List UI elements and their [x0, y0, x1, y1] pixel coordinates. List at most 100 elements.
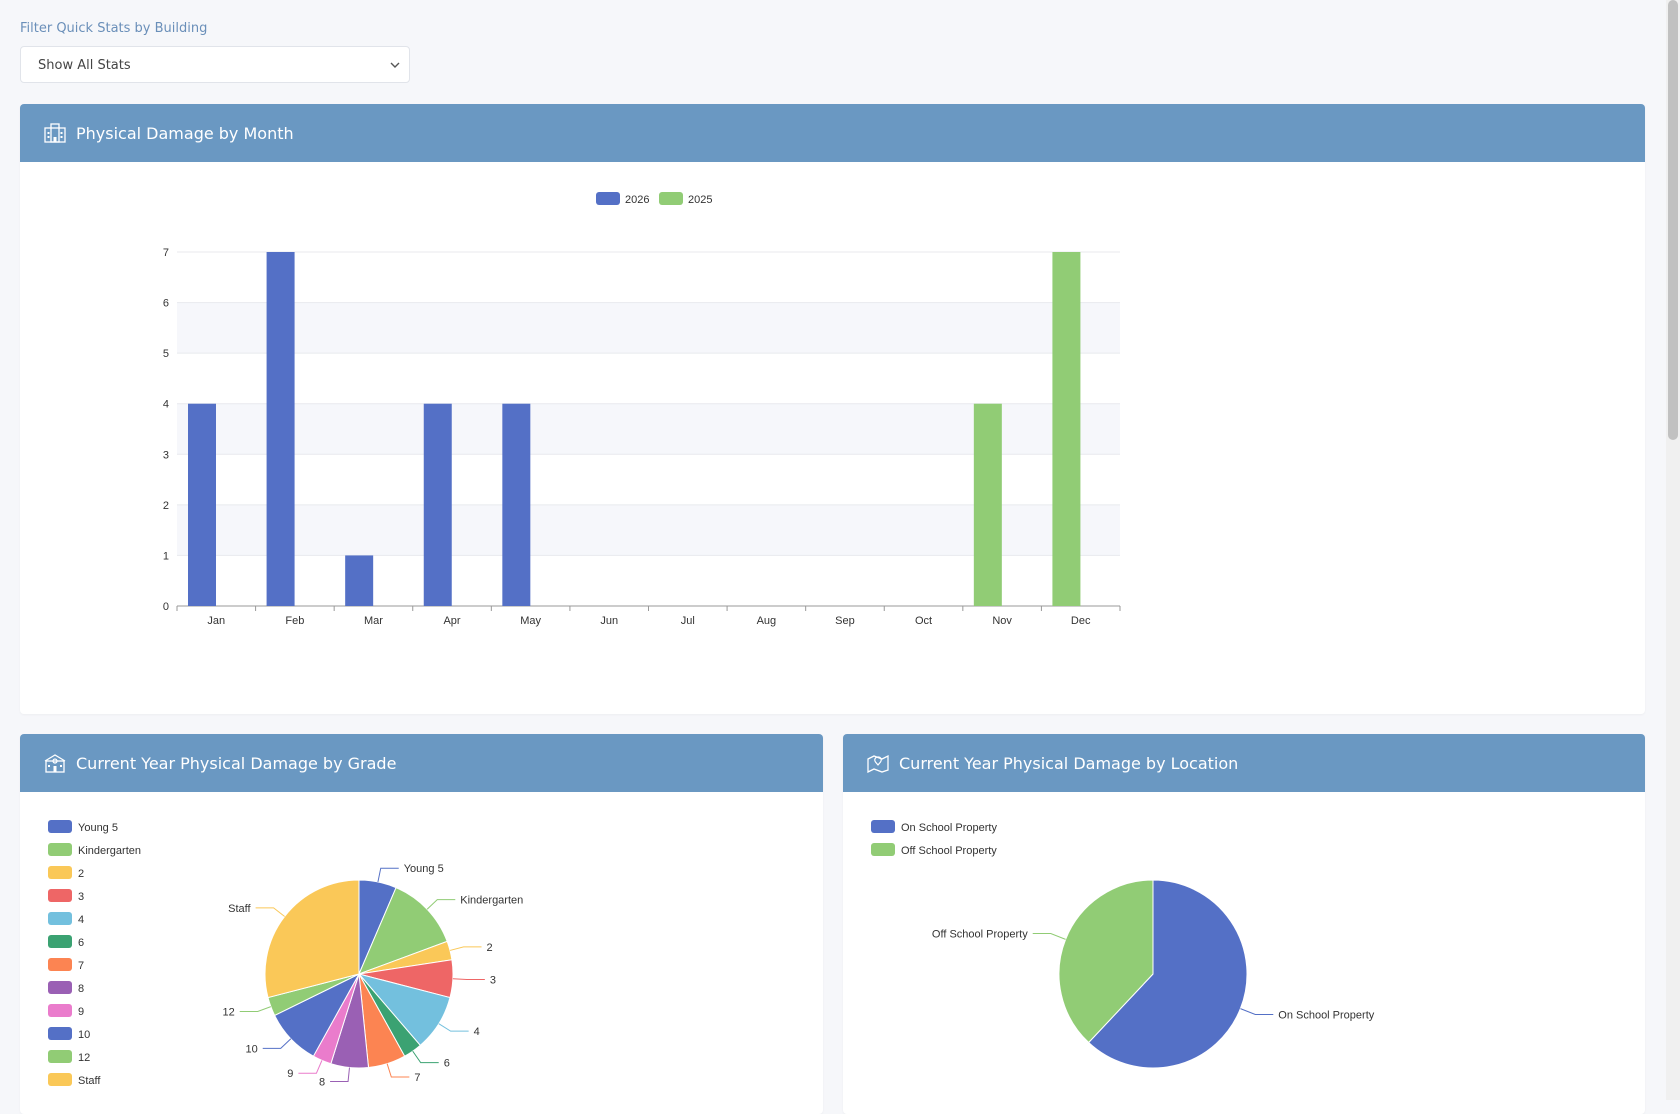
pie-label: 9	[287, 1068, 293, 1080]
pie-label: 12	[222, 1007, 234, 1019]
legend-label-2026: 2026	[625, 194, 649, 206]
y-tick-label: 0	[163, 601, 169, 613]
y-tick-label: 5	[163, 348, 169, 360]
pie-label-line	[449, 946, 482, 951]
location-pie-chart: On School Property Off School Property On …	[871, 820, 1375, 1069]
pie-label-line	[330, 1067, 350, 1082]
y-tick-label: 1	[163, 550, 169, 562]
legend-label: 10	[78, 1029, 90, 1041]
physical-damage-by-location-card: Current Year Physical Damage by Location…	[843, 734, 1645, 1114]
pie-label: Kindergarten	[460, 895, 523, 907]
card-title: Current Year Physical Damage by Location	[899, 754, 1239, 773]
legend-label: 12	[78, 1052, 90, 1064]
legend-swatch-staff	[48, 1073, 72, 1086]
bar-2026-apr	[423, 403, 452, 606]
legend-label: 4	[78, 914, 84, 926]
card-header: Physical Damage by Month	[20, 104, 1645, 162]
school-icon	[44, 754, 66, 773]
x-tick-label: Jan	[207, 615, 225, 627]
pie-label: 2	[487, 942, 493, 954]
bar-2026-feb	[266, 252, 295, 606]
legend-label: 3	[78, 891, 84, 903]
x-tick-label: Jul	[681, 615, 695, 627]
pie-label-line	[426, 899, 456, 910]
pie-label-line	[262, 1038, 292, 1049]
legend-label: Off School Property	[901, 845, 997, 857]
card-title: Physical Damage by Month	[76, 124, 294, 143]
y-tick-label: 4	[163, 399, 169, 411]
legend-swatch-young-5	[48, 820, 72, 833]
legend-swatch-9	[48, 1004, 72, 1017]
physical-damage-by-grade-card: Current Year Physical Damage by Grade Yo…	[20, 734, 823, 1114]
x-tick-label: Oct	[915, 615, 932, 627]
legend-label: 6	[78, 937, 84, 949]
pie-label-line	[377, 867, 399, 883]
grid-band	[177, 504, 1120, 556]
bar-2026-may	[502, 403, 531, 606]
legend-label: Kindergarten	[78, 845, 141, 857]
legend-swatch-12	[48, 1050, 72, 1063]
legend-swatch-2025	[659, 192, 683, 205]
pie-slice-staff	[264, 879, 360, 999]
x-tick-label: Apr	[443, 615, 460, 627]
page-scrollbar[interactable]	[1666, 0, 1680, 1100]
card-header: Current Year Physical Damage by Location	[843, 734, 1645, 792]
legend-label: Staff	[78, 1075, 101, 1087]
pie-label-line	[386, 1063, 410, 1078]
x-tick-label: Aug	[757, 615, 777, 627]
legend-swatch-7	[48, 958, 72, 971]
legend-label: On School Property	[901, 822, 997, 834]
month-bar-chart: 0 1 2 3 4 5 6 7 Jan Feb Mar Apr May Jun Jul Aug Sep Oct No…	[163, 192, 1121, 627]
pie-label: 6	[444, 1058, 450, 1070]
grade-pie-chart: Young 5 Kindergarten 2 3 4 6 7 8 9 10 12 Staff Young…	[48, 820, 523, 1088]
grid-band	[177, 302, 1120, 354]
pie-label: On School Property	[1278, 1009, 1374, 1021]
scrollbar-thumb[interactable]	[1668, 0, 1678, 440]
pie-slice-off-school-property	[1058, 879, 1154, 1044]
map-icon	[867, 754, 889, 773]
pie-label: Young 5	[404, 863, 444, 875]
legend-swatch-10	[48, 1027, 72, 1040]
card-header: Current Year Physical Damage by Grade	[20, 734, 823, 792]
x-tick-label: May	[520, 615, 541, 627]
pie-label: Staff	[228, 903, 251, 915]
x-tick-label: Dec	[1071, 615, 1091, 627]
building-filter-value: Show All Stats	[38, 58, 131, 73]
legend-swatch-off-school-property	[871, 843, 895, 856]
filter-label: Filter Quick Stats by Building	[20, 21, 208, 36]
x-tick-label: Jun	[600, 615, 618, 627]
legend-swatch-6	[48, 935, 72, 948]
x-tick-label: Sep	[835, 615, 855, 627]
bar-2025-nov	[973, 403, 1002, 606]
legend-label: 8	[78, 983, 84, 995]
pie-label-line	[452, 978, 485, 980]
bar-2026-mar	[345, 555, 374, 606]
bar-2026-jan	[188, 403, 216, 606]
building-icon	[44, 123, 66, 143]
x-tick-label: Mar	[364, 615, 383, 627]
legend-label: 9	[78, 1006, 84, 1018]
legend-label: Young 5	[78, 822, 118, 834]
pie-label: 4	[474, 1026, 480, 1038]
legend-label: 2	[78, 868, 84, 880]
legend-swatch-8	[48, 981, 72, 994]
pie-label-line	[298, 1060, 323, 1074]
bar-2025-dec	[1052, 252, 1081, 606]
x-tick-label: Nov	[992, 615, 1012, 627]
pie-label-line	[438, 1023, 469, 1032]
legend-label: 7	[78, 960, 84, 972]
physical-damage-by-month-card: Physical Damage by Month 0 1 2 3 4 5 6 7 Jan Feb M…	[20, 104, 1645, 714]
legend-swatch-kindergarten	[48, 843, 72, 856]
y-tick-label: 3	[163, 449, 169, 461]
pie-label: 3	[490, 974, 496, 986]
pie-label: 8	[319, 1076, 325, 1088]
y-tick-label: 7	[163, 247, 169, 259]
x-tick-label: Feb	[285, 615, 304, 627]
pie-label: 7	[414, 1072, 420, 1084]
legend-label-2025: 2025	[688, 194, 712, 206]
pie-label-line	[412, 1050, 439, 1064]
legend-swatch-3	[48, 889, 72, 902]
legend-swatch-4	[48, 912, 72, 925]
grid-band	[177, 403, 1120, 455]
building-filter-select[interactable]: Show All Stats	[20, 46, 410, 83]
